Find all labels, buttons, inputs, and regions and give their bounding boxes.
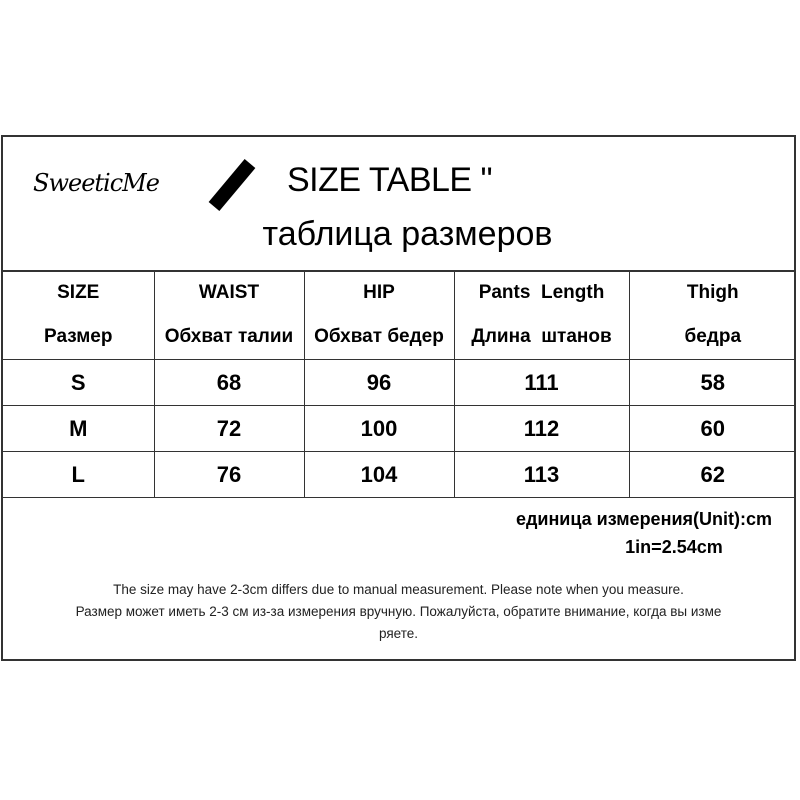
header-cell: Размер bbox=[3, 315, 155, 360]
header-cell: SIZE bbox=[3, 270, 155, 315]
slash-decoration-icon bbox=[208, 159, 256, 211]
measurement-note: The size may have 2-3cm differs due to m… bbox=[3, 579, 794, 645]
header-cell: бедра bbox=[628, 315, 796, 360]
table-row: M 72 100 112 60 bbox=[3, 405, 796, 452]
brand-logo: SweeticMe bbox=[33, 169, 160, 197]
conversion-line: 1in=2.54cm bbox=[625, 537, 723, 557]
cell: 112 bbox=[453, 405, 630, 452]
unit-line: единица измерения(Unit):cm bbox=[515, 509, 772, 529]
size-table: SIZE WAIST HIP Pants Length Thigh Размер… bbox=[3, 270, 796, 498]
cell: 62 bbox=[628, 451, 796, 498]
cell: 96 bbox=[303, 359, 455, 406]
cell: 60 bbox=[628, 405, 796, 452]
header-cell: Pants Length bbox=[453, 270, 630, 315]
header-row-en: SIZE WAIST HIP Pants Length Thigh bbox=[3, 270, 796, 315]
header-cell: Длина штанов bbox=[453, 315, 630, 360]
header-cell: Обхват бедер bbox=[303, 315, 455, 360]
table-row: L 76 104 113 62 bbox=[3, 451, 796, 498]
header-cell: WAIST bbox=[153, 270, 305, 315]
cell: 58 bbox=[628, 359, 796, 406]
cell: 113 bbox=[453, 451, 630, 498]
header-cell: Thigh bbox=[628, 270, 796, 315]
cell: 111 bbox=[453, 359, 630, 406]
title: SIZE TABLE " bbox=[287, 161, 493, 199]
unit-info: единица измерения(Unit):cm 1in=2.54cm bbox=[516, 505, 772, 561]
size-chart: SweeticMe SIZE TABLE " таблица размеров … bbox=[1, 135, 796, 661]
cell: M bbox=[3, 405, 155, 452]
note-ru: Размер может иметь 2-3 см из-за измерени… bbox=[75, 604, 722, 619]
cell: 68 bbox=[153, 359, 305, 406]
note-ru-cont: ряете. bbox=[378, 626, 419, 641]
header-row-ru: Размер Обхват талии Обхват бедер Длина ш… bbox=[3, 315, 796, 360]
note-en: The size may have 2-3cm differs due to m… bbox=[113, 582, 684, 597]
header: SweeticMe SIZE TABLE " таблица размеров bbox=[3, 137, 794, 272]
header-cell: Обхват талии bbox=[153, 315, 305, 360]
cell: 100 bbox=[303, 405, 455, 452]
table-row: S 68 96 111 58 bbox=[3, 359, 796, 406]
cell: S bbox=[3, 359, 155, 406]
cell: 72 bbox=[153, 405, 305, 452]
cell: 76 bbox=[153, 451, 305, 498]
cell: L bbox=[3, 451, 155, 498]
header-cell: HIP bbox=[303, 270, 455, 315]
subtitle: таблица размеров bbox=[262, 215, 553, 253]
cell: 104 bbox=[303, 451, 455, 498]
